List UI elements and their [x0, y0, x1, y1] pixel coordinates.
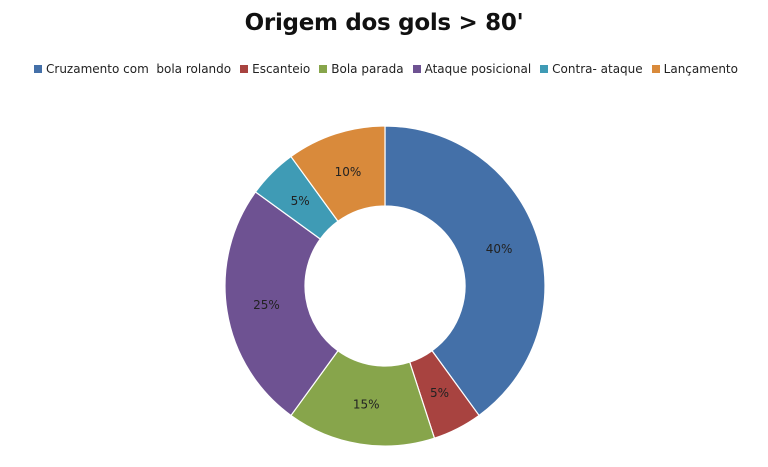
slice-ataque-posicional: [224, 191, 339, 417]
legend: Cruzamento com bola rolando Escanteio Bola…: [12, 62, 760, 76]
legend-swatch: [34, 65, 43, 73]
legend-label: Ataque posicional: [424, 62, 532, 76]
slice-label-escanteio: 5%: [430, 386, 449, 400]
legend-item-cruzamento-com-bola-rolando: Cruzamento com bola rolando: [34, 62, 231, 76]
legend-swatch: [319, 65, 328, 73]
legend-label: Contra- ataque: [552, 62, 643, 76]
legend-label: Cruzamento com bola rolando: [46, 62, 232, 76]
legend-label: Bola parada: [331, 62, 404, 76]
chart-title: Origem dos gols > 80': [244, 10, 524, 36]
legend-item-contra-ataque: Contra- ataque: [540, 62, 643, 76]
slice-label-bola-parada: 15%: [353, 398, 380, 412]
slice-label-lancamento: 10%: [335, 165, 362, 179]
slice-lancamento: [290, 125, 386, 223]
legend-item-escanteio: Escanteio: [240, 62, 310, 76]
slice-cruzamento-com-bola-rolando: [384, 125, 546, 417]
slice-label-cruzamento-com-bola-rolando: 40%: [486, 242, 513, 256]
legend-swatch: [412, 65, 421, 73]
legend-swatch: [651, 65, 660, 73]
legend-label: Lançamento: [663, 62, 738, 76]
legend-label: Escanteio: [252, 62, 311, 76]
slice-label-contra-ataque: 5%: [291, 194, 310, 208]
slice-label-ataque-posicional: 25%: [253, 298, 280, 312]
legend-item-lancamento: Lançamento: [651, 62, 738, 76]
legend-swatch: [240, 65, 249, 73]
legend-item-ataque-posicional: Ataque posicional: [412, 62, 532, 76]
legend-item-bola-parada: Bola parada: [319, 62, 404, 76]
legend-swatch: [540, 65, 549, 73]
